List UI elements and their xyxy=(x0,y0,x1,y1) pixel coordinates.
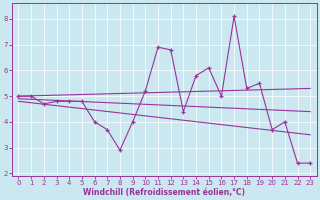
X-axis label: Windchill (Refroidissement éolien,°C): Windchill (Refroidissement éolien,°C) xyxy=(83,188,245,197)
